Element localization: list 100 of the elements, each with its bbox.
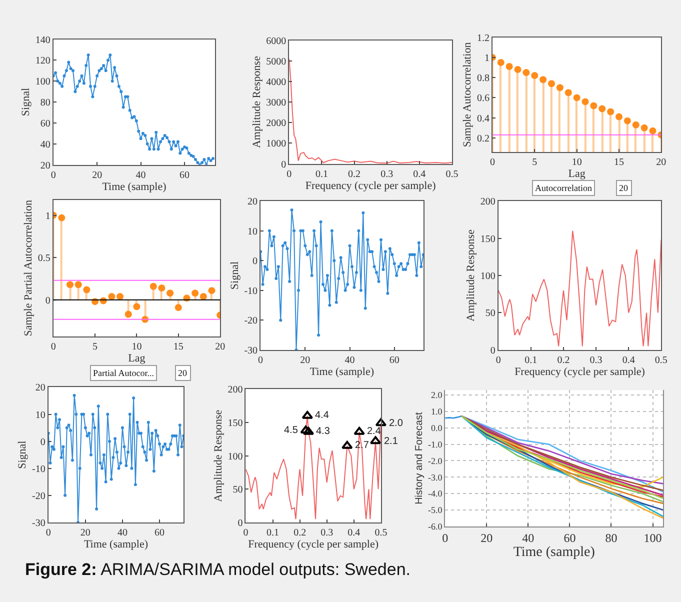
x-tick-label: 15 bbox=[614, 157, 624, 168]
x-tick-label: 0.1 bbox=[524, 354, 538, 366]
x-tick-label: 80 bbox=[605, 530, 618, 545]
y-tick-label: 150 bbox=[228, 418, 243, 430]
y-tick-label: 100 bbox=[35, 76, 50, 88]
y-axis-title: History and Forecast bbox=[414, 412, 426, 504]
y-tick-label: 20 bbox=[35, 382, 46, 394]
y-tick-label: 50 bbox=[485, 308, 496, 320]
y-tick-label: -30 bbox=[32, 518, 46, 529]
y-tick-label: 50 bbox=[232, 484, 243, 496]
y-tick-label: 140 bbox=[35, 34, 50, 46]
y-tick-label: 4000 bbox=[266, 76, 286, 88]
y-tick-label: 0.4 bbox=[476, 113, 490, 124]
x-tick-label: 0.4 bbox=[348, 527, 360, 538]
x-tick-label: 40 bbox=[522, 530, 534, 545]
y-tick-label: 3000 bbox=[266, 98, 286, 109]
x-axis-title: Frequency (cycle per sample) bbox=[305, 180, 436, 192]
y-tick-label: 2000 bbox=[266, 118, 286, 130]
y-tick-label: 1 bbox=[484, 52, 490, 64]
y-tick-label: 60 bbox=[40, 118, 50, 130]
x-tick-label: 0.2 bbox=[557, 354, 570, 366]
x-tick-label: 0.4 bbox=[413, 168, 426, 180]
x-tick-label: 0.3 bbox=[320, 527, 334, 538]
y-tick-label: 1000 bbox=[266, 138, 286, 150]
x-tick-label: 40 bbox=[344, 354, 355, 366]
y-axis-title: Signal bbox=[228, 261, 241, 290]
y-tick-label: 100 bbox=[480, 271, 496, 282]
x-tick-label: 0.5 bbox=[446, 168, 458, 180]
y-axis-title: Amplitude Response bbox=[212, 410, 224, 502]
annotation: 4.5 bbox=[284, 425, 298, 436]
x-axis-title: Lag bbox=[128, 352, 146, 364]
x-tick-label: 0.4 bbox=[622, 354, 635, 366]
x-tick-label: 60 bbox=[154, 527, 164, 538]
x-tick-label: 60 bbox=[389, 354, 400, 366]
y-tick-label: -2.0 bbox=[428, 456, 443, 466]
x-tick-label: 20 bbox=[92, 170, 102, 181]
x-tick-label: 15 bbox=[173, 341, 184, 352]
x-tick-label: 0.3 bbox=[380, 168, 394, 180]
x-tick-label: 0.2 bbox=[294, 527, 306, 538]
x-tick-label: 20 bbox=[300, 354, 310, 366]
x-axis-title: Lag bbox=[568, 168, 586, 180]
x-tick-label: 0.1 bbox=[315, 168, 328, 180]
y-tick-label: 1 bbox=[45, 210, 50, 222]
y-tick-label: -6.0 bbox=[428, 522, 443, 532]
y-tick-label: 40 bbox=[40, 139, 50, 150]
x-tick-label: 10 bbox=[572, 157, 582, 168]
y-tick-label: 150 bbox=[480, 234, 496, 245]
y-tick-label: 0.8 bbox=[476, 73, 490, 84]
x-tick-label: 20 bbox=[656, 157, 666, 168]
y-tick-label: -10 bbox=[244, 286, 258, 297]
x-axis-title: Frequency (cycle per sample) bbox=[514, 366, 646, 378]
y-tick-label: -4.0 bbox=[428, 488, 443, 499]
y-tick-label: 200 bbox=[228, 384, 243, 396]
x-tick-label: 20 bbox=[80, 527, 90, 538]
y-tick-label: 0 bbox=[238, 518, 243, 529]
y-tick-label: -3.0 bbox=[428, 472, 443, 482]
y-tick-label: 0.0 bbox=[431, 423, 443, 434]
y-tick-label: 80 bbox=[40, 98, 50, 109]
y-tick-label: 1.0 bbox=[431, 406, 443, 417]
y-tick-label: 5000 bbox=[266, 56, 286, 68]
y-axis-title: Amplitude Response bbox=[250, 56, 263, 148]
y-axis-title: Signal bbox=[20, 88, 32, 116]
text: Partial Autocor... bbox=[93, 368, 154, 378]
x-tick-label: 40 bbox=[136, 170, 146, 181]
text: 20 bbox=[619, 183, 628, 193]
y-tick-label: 20 bbox=[248, 196, 258, 208]
annotation: 2.0 bbox=[389, 418, 404, 429]
y-tick-label: -10 bbox=[32, 464, 46, 475]
x-tick-label: 5 bbox=[532, 157, 538, 168]
y-tick-label: 0 bbox=[45, 295, 50, 306]
x-axis-title: Time (sample) bbox=[102, 180, 167, 193]
x-tick-label: 20 bbox=[215, 341, 226, 352]
text: 20 bbox=[178, 368, 188, 378]
y-tick-label: -20 bbox=[244, 316, 258, 327]
y-tick-label: 10 bbox=[35, 410, 46, 421]
x-tick-label: 5 bbox=[92, 341, 98, 352]
x-tick-label: 0.3 bbox=[590, 354, 602, 366]
y-axis-title: Amplitude Response bbox=[465, 229, 478, 322]
y-axis-title: Signal bbox=[16, 440, 29, 469]
y-tick-label: -5.0 bbox=[428, 505, 443, 516]
x-tick-label: 100 bbox=[644, 530, 662, 545]
y-tick-label: 0.2 bbox=[476, 133, 490, 144]
y-tick-label: 1.2 bbox=[476, 32, 490, 44]
y-tick-label: 0 bbox=[252, 256, 258, 268]
x-tick-label: 10 bbox=[132, 341, 142, 352]
y-tick-label: 2.0 bbox=[431, 390, 443, 400]
y-tick-label: 0.6 bbox=[476, 93, 490, 104]
x-tick-label: 40 bbox=[117, 527, 128, 538]
y-tick-label: -20 bbox=[32, 490, 46, 502]
x-tick-label: 60 bbox=[564, 530, 576, 545]
y-tick-label: -1.0 bbox=[428, 439, 443, 450]
x-axis-title: Time (sample) bbox=[84, 538, 148, 551]
y-tick-label: 200 bbox=[480, 196, 496, 208]
x-tick-label: 60 bbox=[180, 170, 190, 181]
x-axis-title: Time (sample) bbox=[310, 366, 374, 378]
y-tick-label: 0 bbox=[40, 436, 46, 448]
annotation: 2.1 bbox=[384, 436, 398, 447]
y-tick-label: 10 bbox=[248, 226, 258, 238]
y-axis-title: Sample Partial Autocorrelation bbox=[22, 200, 34, 336]
annotation: 4.3 bbox=[316, 426, 330, 437]
